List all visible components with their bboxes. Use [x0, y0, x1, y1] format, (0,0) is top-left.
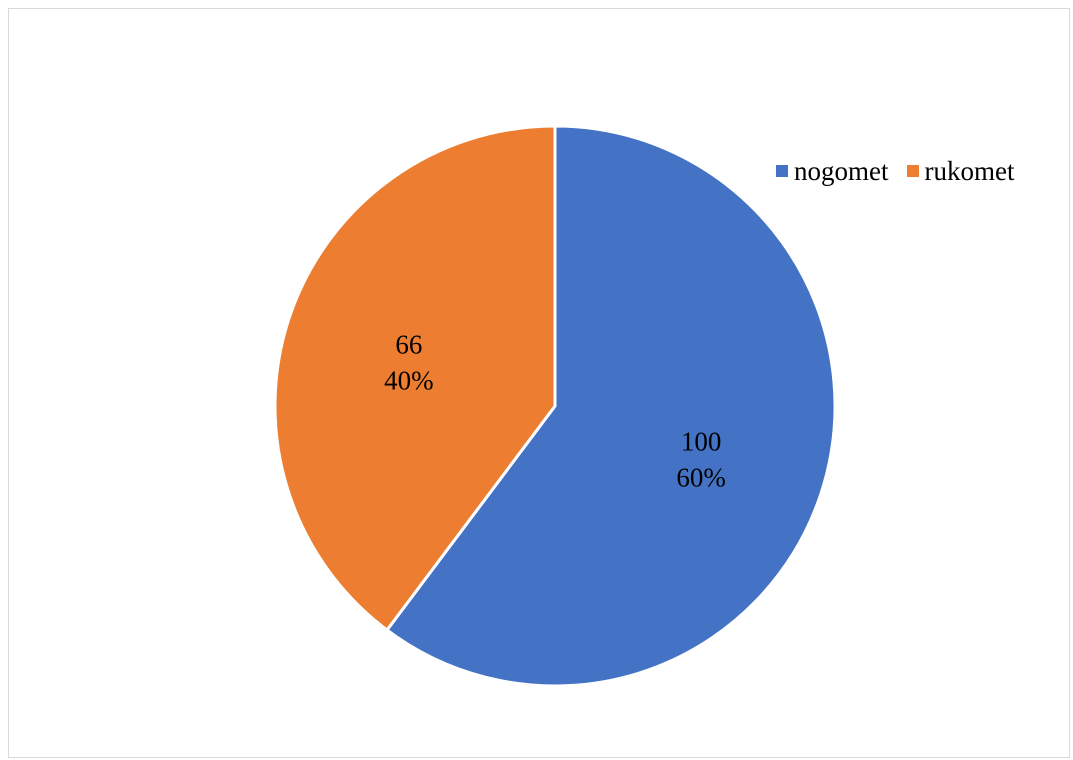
data-label-value-nogomet: 100	[681, 427, 722, 457]
legend-swatch-nogomet	[776, 165, 788, 177]
legend-label-nogomet: nogomet	[794, 156, 889, 186]
legend-swatch-rukomet	[906, 165, 919, 177]
legend-item-nogomet: nogomet	[776, 156, 889, 186]
data-label-value-rukomet: 66	[395, 329, 422, 359]
pie-slice-nogomet	[384, 124, 837, 688]
data-label-percent-nogomet: 60%	[676, 463, 726, 493]
chart-legend: nogomet rukomet	[776, 156, 1014, 186]
legend-label-rukomet: rukomet	[924, 156, 1015, 186]
legend-item-rukomet: rukomet	[906, 156, 1015, 186]
pie-slice-rukomet	[273, 124, 557, 633]
data-label-percent-rukomet: 40%	[384, 365, 434, 395]
